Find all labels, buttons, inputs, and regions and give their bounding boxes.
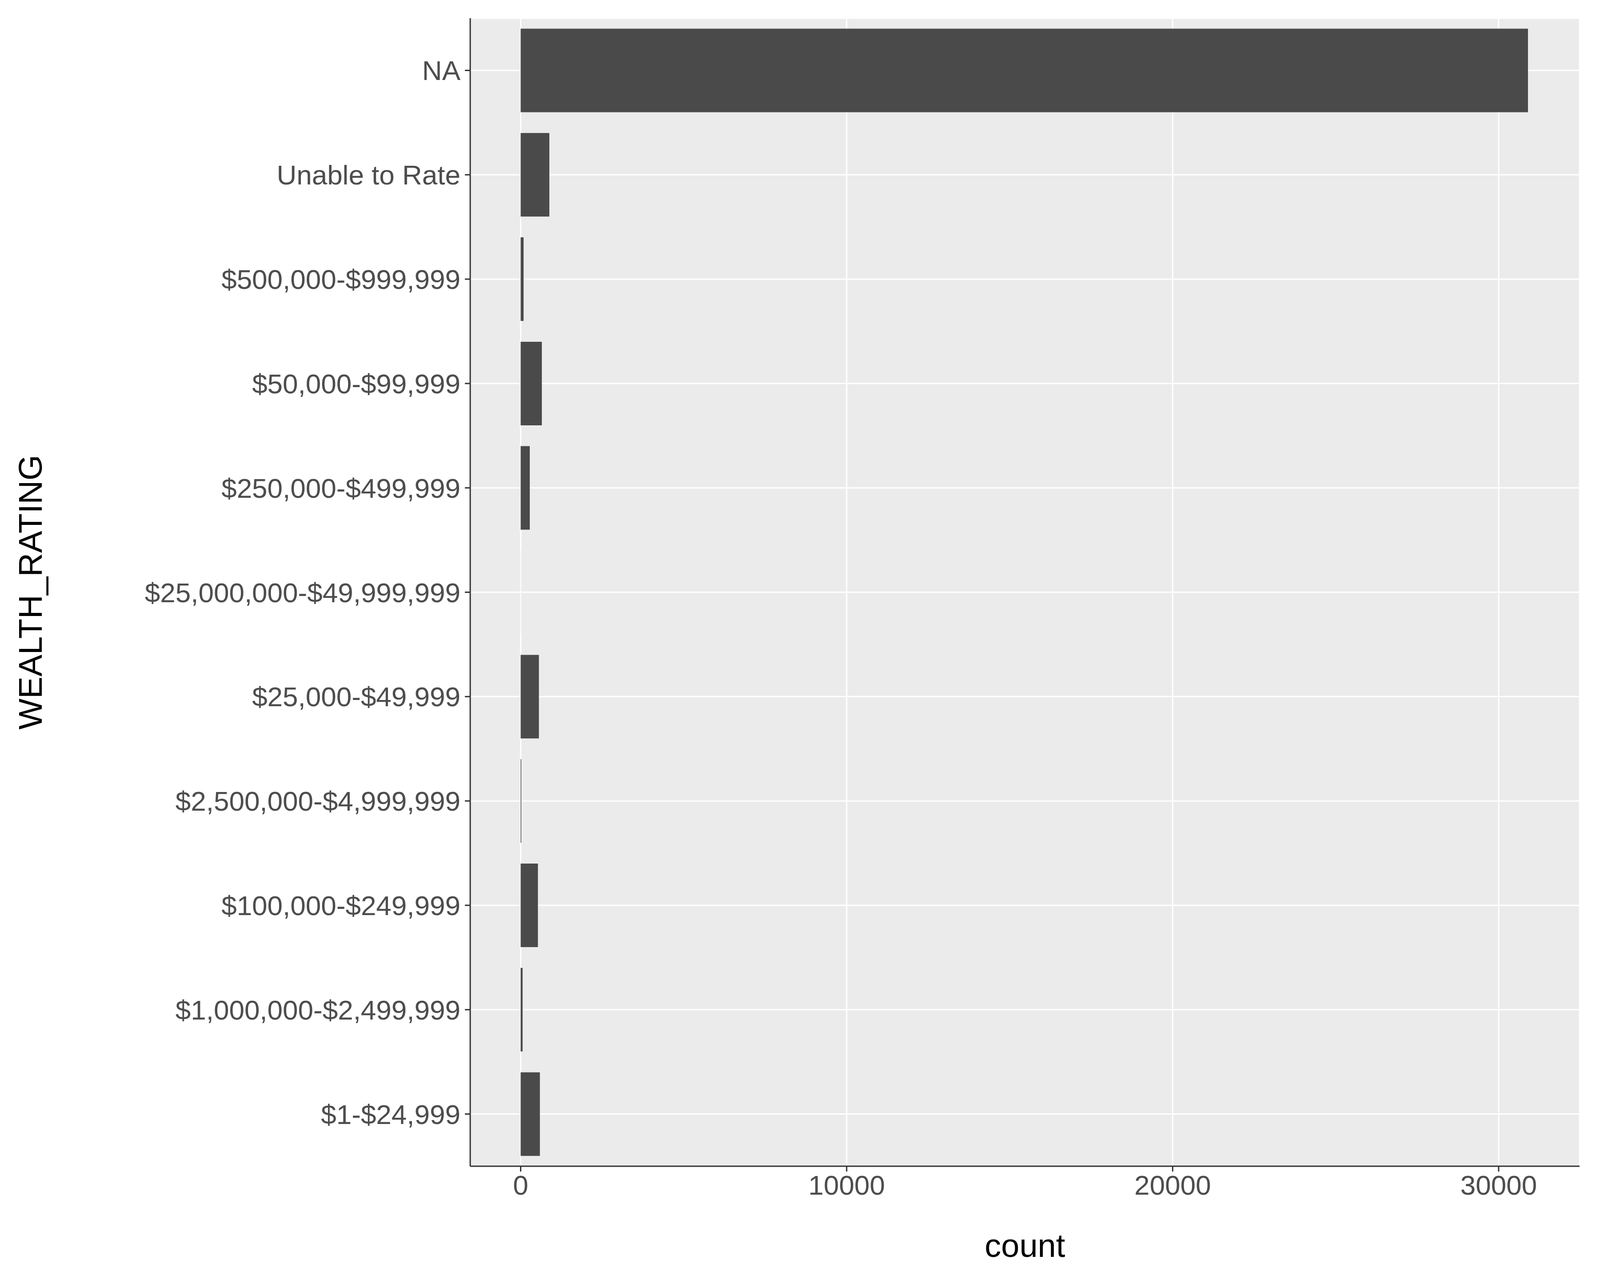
svg-text:$1,000,000-$2,499,999: $1,000,000-$2,499,999 — [175, 994, 461, 1026]
svg-text:NA: NA — [422, 55, 461, 86]
svg-text:30000: 30000 — [1460, 1169, 1537, 1201]
svg-text:$2,500,000-$4,999,999: $2,500,000-$4,999,999 — [175, 785, 461, 817]
svg-text:$1-$24,999: $1-$24,999 — [320, 1099, 461, 1130]
svg-text:20000: 20000 — [1134, 1169, 1211, 1201]
svg-text:$25,000,000-$49,999,999: $25,000,000-$49,999,999 — [144, 577, 461, 608]
svg-text:10000: 10000 — [808, 1169, 885, 1201]
svg-text:WEALTH_RATING: WEALTH_RATING — [12, 454, 49, 730]
svg-text:$100,000-$249,999: $100,000-$249,999 — [221, 890, 461, 921]
svg-text:$50,000-$99,999: $50,000-$99,999 — [252, 368, 461, 400]
svg-text:Unable to Rate: Unable to Rate — [276, 159, 461, 191]
svg-text:$250,000-$499,999: $250,000-$499,999 — [221, 472, 461, 504]
svg-text:0: 0 — [512, 1169, 528, 1201]
svg-text:$500,000-$999,999: $500,000-$999,999 — [221, 264, 461, 295]
svg-text:$25,000-$49,999: $25,000-$49,999 — [252, 681, 461, 712]
svg-text:count: count — [984, 1227, 1065, 1264]
